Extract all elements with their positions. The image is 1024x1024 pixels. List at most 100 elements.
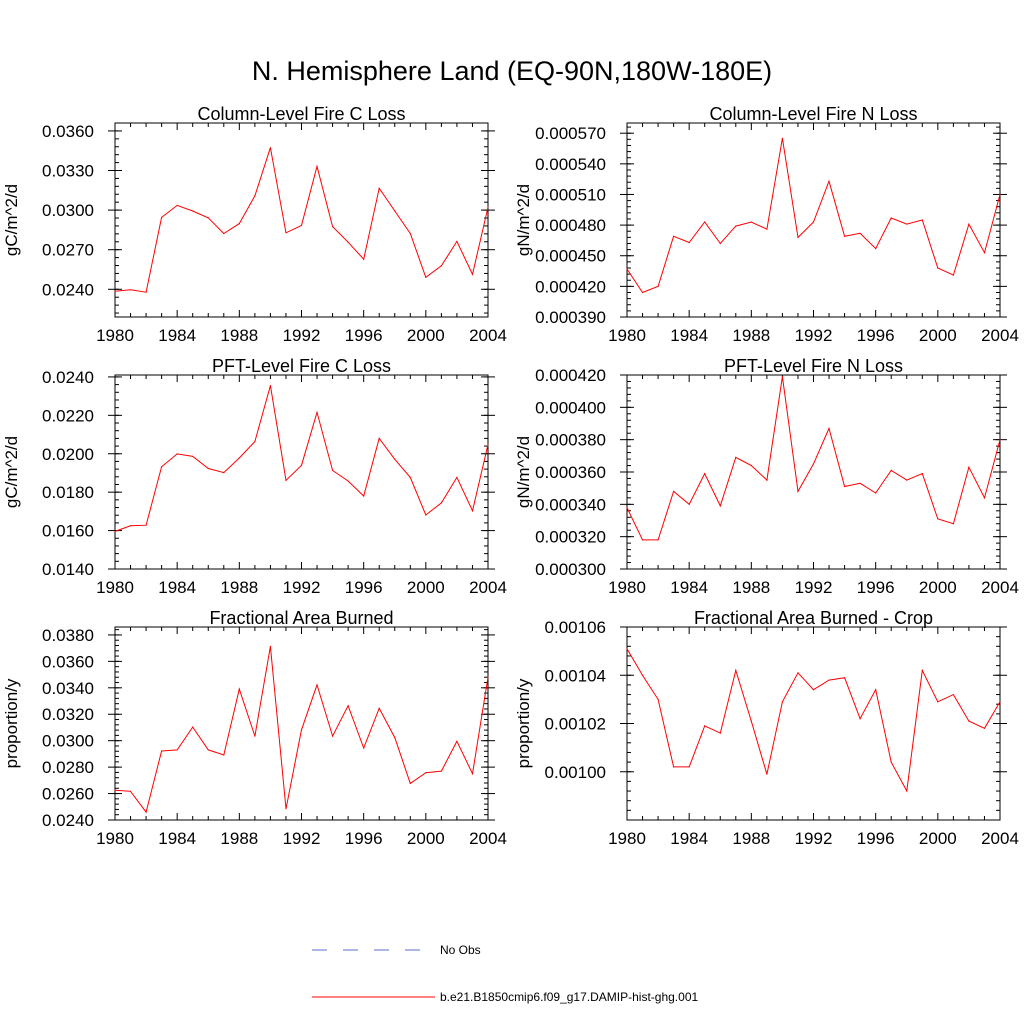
data-point [192, 726, 194, 728]
data-point [968, 720, 970, 722]
data-point [378, 437, 380, 439]
y-tick-label: 0.0340 [42, 679, 94, 698]
data-point [316, 684, 318, 686]
data-point [859, 482, 861, 484]
data-point [719, 732, 721, 734]
legend-label: No Obs [440, 943, 481, 957]
data-point [456, 240, 458, 242]
y-tick-label: 0.0160 [42, 522, 94, 541]
x-tick-label: 1992 [283, 578, 321, 597]
x-tick-label: 1992 [795, 578, 833, 597]
chart-panel-1: Column-Level Fire C Loss 1980 1984 1988 1992… [2, 104, 507, 345]
data-point [409, 232, 411, 235]
x-tick-label: 1996 [345, 578, 383, 597]
y-tick-label: 0.0220 [42, 406, 94, 425]
data-point [766, 773, 768, 775]
data-point [657, 285, 659, 287]
y-tick-label: 0.0180 [42, 483, 94, 502]
series-line [114, 147, 489, 293]
data-point [890, 761, 892, 763]
data-point [641, 539, 644, 541]
data-point [673, 766, 675, 768]
x-tick-label: 2000 [407, 829, 445, 848]
data-point [828, 427, 830, 429]
y-axis-label: gN/m^2/d [514, 184, 533, 256]
data-point [937, 518, 939, 520]
data-point [968, 223, 970, 225]
x-tick-label: 1980 [608, 326, 646, 345]
y-tick-label: 0.00102 [545, 715, 606, 734]
panel-title: PFT-Level Fire N Loss [724, 356, 903, 376]
data-point [129, 525, 132, 527]
data-point [347, 705, 349, 707]
x-tick-label: 1980 [96, 578, 134, 597]
data-point [394, 210, 396, 212]
x-tick-label: 1980 [608, 578, 646, 597]
data-point [797, 490, 799, 492]
data-point [192, 455, 194, 457]
x-tick-label: 1984 [670, 578, 708, 597]
y-tick-label: 0.0200 [42, 445, 94, 464]
data-point [657, 698, 659, 701]
data-point [487, 676, 489, 678]
data-point [844, 677, 846, 679]
data-point [207, 217, 209, 219]
data-point [859, 232, 861, 234]
data-point [145, 811, 147, 813]
legend-item: No Obs [312, 943, 481, 957]
data-point [875, 492, 877, 494]
plot-frame [626, 626, 1001, 821]
data-point [394, 737, 396, 739]
y-tick-label: 0.0240 [42, 811, 94, 830]
panel-title: Column-Level Fire N Loss [709, 104, 917, 124]
x-tick-label: 1996 [345, 326, 383, 345]
data-point [176, 453, 178, 455]
data-point [983, 497, 986, 499]
x-tick-label: 2000 [919, 829, 957, 848]
data-point [161, 466, 163, 468]
data-point [766, 228, 768, 230]
chart-panel-6: Fractional Area Burned - Crop 1980 1984 198… [514, 608, 1019, 848]
data-point [735, 456, 737, 458]
data-point [223, 472, 225, 474]
chart-panel-3: PFT-Level Fire C Loss 1980 1984 1988 1992 199… [2, 356, 507, 597]
data-point [300, 464, 303, 466]
data-point [704, 473, 706, 475]
data-point [859, 718, 861, 720]
data-point [300, 224, 303, 226]
y-tick-label: 0.0360 [42, 122, 94, 141]
data-point [176, 749, 178, 751]
data-point [875, 248, 877, 250]
data-point [254, 440, 256, 443]
y-tick-label: 0.0300 [42, 201, 94, 220]
y-tick-label: 0.000570 [535, 124, 606, 143]
data-point [906, 790, 908, 792]
panels: Column-Level Fire C Loss 1980 1984 1988 1992… [2, 104, 1019, 848]
y-tick-label: 0.000390 [535, 308, 606, 327]
data-point [688, 241, 690, 244]
y-tick-label: 0.000540 [535, 155, 606, 174]
plot-frame [626, 374, 1001, 570]
data-point [735, 669, 737, 672]
data-point [704, 221, 706, 223]
y-tick-label: 0.000380 [535, 431, 606, 450]
data-point [641, 674, 644, 676]
data-point [332, 735, 334, 737]
data-point [875, 689, 877, 691]
data-point [347, 480, 349, 482]
data-point [641, 291, 644, 294]
data-point [750, 720, 752, 722]
y-tick-label: 0.0240 [42, 368, 94, 387]
data-point [207, 467, 209, 470]
plot-frame [626, 122, 1001, 318]
data-point [378, 187, 380, 189]
y-tick-label: 0.0320 [42, 705, 94, 724]
y-tick-label: 0.000480 [535, 216, 606, 235]
plot-frame [114, 374, 489, 570]
data-point [735, 225, 737, 227]
data-point [983, 252, 986, 254]
y-tick-label: 0.0280 [42, 758, 94, 777]
data-point [285, 232, 287, 234]
data-point [471, 510, 474, 512]
data-point [673, 490, 675, 492]
